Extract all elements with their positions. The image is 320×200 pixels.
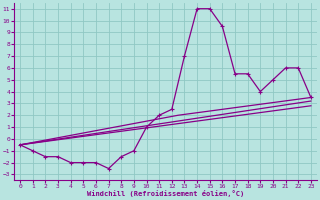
- X-axis label: Windchill (Refroidissement éolien,°C): Windchill (Refroidissement éolien,°C): [87, 190, 244, 197]
